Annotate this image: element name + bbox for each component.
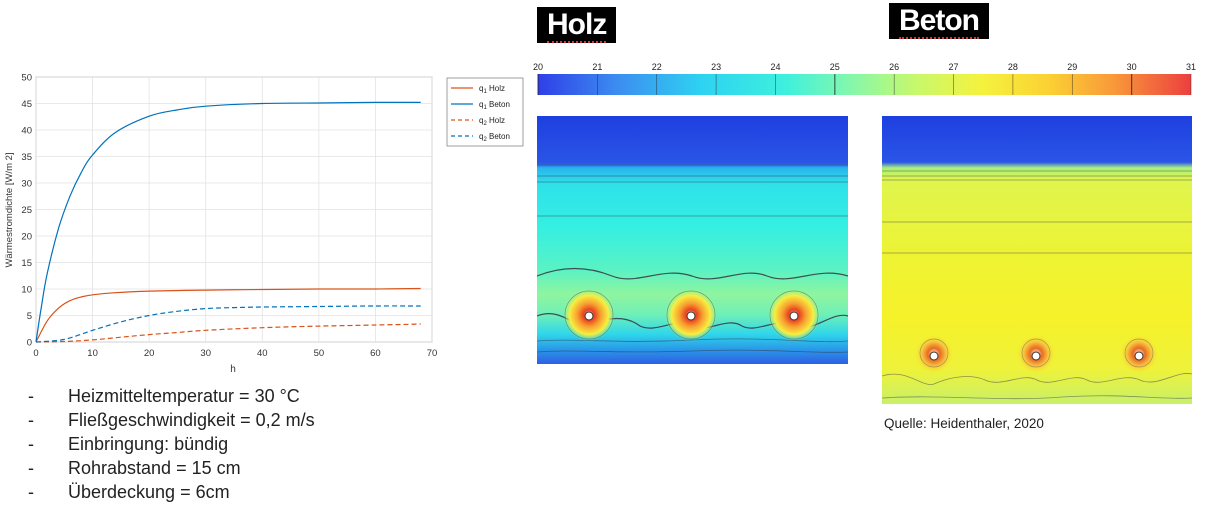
- y-tick-label: 5: [27, 311, 32, 322]
- y-tick-label: 45: [21, 99, 32, 110]
- legend-label: q1 Holz: [479, 84, 505, 95]
- beton-pipes: [914, 334, 1159, 374]
- x-tick-label: 70: [427, 348, 438, 359]
- colorbar: 20 21 22 23 24 25 26 27 28 29 30 31: [533, 62, 1196, 95]
- x-axis-label: h: [230, 364, 236, 375]
- source-caption: Quelle: Heidenthaler, 2020: [884, 416, 1044, 431]
- colorbar-tick-label: 21: [592, 62, 602, 72]
- colorbar-tick-label: 28: [1008, 62, 1018, 72]
- colorbar-ticks: 20 21 22 23 24 25 26 27 28 29 30 31: [533, 62, 1196, 95]
- y-tick-label: 15: [21, 258, 32, 269]
- y-tick-label: 0: [27, 338, 32, 349]
- x-tick-label: 30: [200, 348, 211, 359]
- y-tick-label: 50: [21, 73, 32, 84]
- list-item: - Rohrabstand = 15 cm: [28, 458, 241, 478]
- colorbar-tick-label: 22: [652, 62, 662, 72]
- colorbar-tick-label: 29: [1067, 62, 1077, 72]
- colorbar-tick-label: 24: [770, 62, 780, 72]
- x-tick-label: 40: [257, 348, 268, 359]
- list-item: - Einbringung: bündig: [28, 434, 229, 454]
- x-tick-label: 60: [370, 348, 381, 359]
- list-item: - Überdeckung = 6cm: [28, 482, 230, 502]
- colorbar-tick-label: 27: [949, 62, 959, 72]
- chart-ticks: 0 10 20 30 40 50 60 70 0 5 10 15 20 25 30 35 40 45 50: [21, 73, 437, 360]
- series-line: [35, 305, 421, 343]
- y-tick-label: 25: [21, 205, 32, 216]
- legend-label: q1 Beton: [479, 100, 510, 111]
- line-chart: 0 10 20 30 40 50 60 70 0 5 10 15 20 25 30 35 40 45 50 Wärm…: [4, 73, 524, 375]
- list-item: - Heizmitteltemperatur = 30 °C: [28, 386, 300, 406]
- x-tick-label: 10: [87, 348, 98, 359]
- chart-lines: [35, 101, 421, 343]
- colorbar-tick-label: 31: [1186, 62, 1196, 72]
- holz-heatmap: [537, 116, 848, 364]
- colorbar-tick-label: 20: [533, 62, 543, 72]
- x-tick-label: 20: [144, 348, 155, 359]
- series-line: [35, 323, 421, 343]
- list-item: - Fließgeschwindigkeit = 0,2 m/s: [28, 410, 315, 430]
- legend-box: [446, 77, 524, 147]
- chart-legend: q1 Holz q1 Beton q2 Holz q2 Beton: [446, 77, 524, 147]
- y-tick-label: 20: [21, 232, 32, 243]
- y-axis-label: Wärmestromdichte [W/m 2]: [4, 152, 15, 267]
- series-line: [35, 101, 421, 343]
- colorbar-tick-label: 23: [711, 62, 721, 72]
- x-tick-label: 50: [314, 348, 325, 359]
- holz-pipes: [563, 289, 820, 341]
- beton-heatmap: [882, 116, 1192, 404]
- colorbar-tick-label: 26: [889, 62, 899, 72]
- colorbar-tick-label: 25: [830, 62, 840, 72]
- beton-title: Beton: [889, 3, 989, 39]
- legend-label: q2 Beton: [479, 132, 510, 143]
- y-tick-label: 30: [21, 179, 32, 190]
- colorbar-tick-label: 30: [1127, 62, 1137, 72]
- colorbar-gradient: [538, 74, 1191, 95]
- chart-grid: [35, 76, 433, 343]
- y-tick-label: 35: [21, 152, 32, 163]
- y-tick-label: 10: [21, 285, 32, 296]
- legend-label: q2 Holz: [479, 116, 505, 127]
- y-tick-label: 40: [21, 126, 32, 137]
- holz-title: Holz: [537, 7, 617, 43]
- series-line: [35, 287, 421, 343]
- x-tick-label: 0: [33, 348, 38, 359]
- parameter-list: - Heizmitteltemperatur = 30 °C - Fließgesc…: [28, 384, 315, 504]
